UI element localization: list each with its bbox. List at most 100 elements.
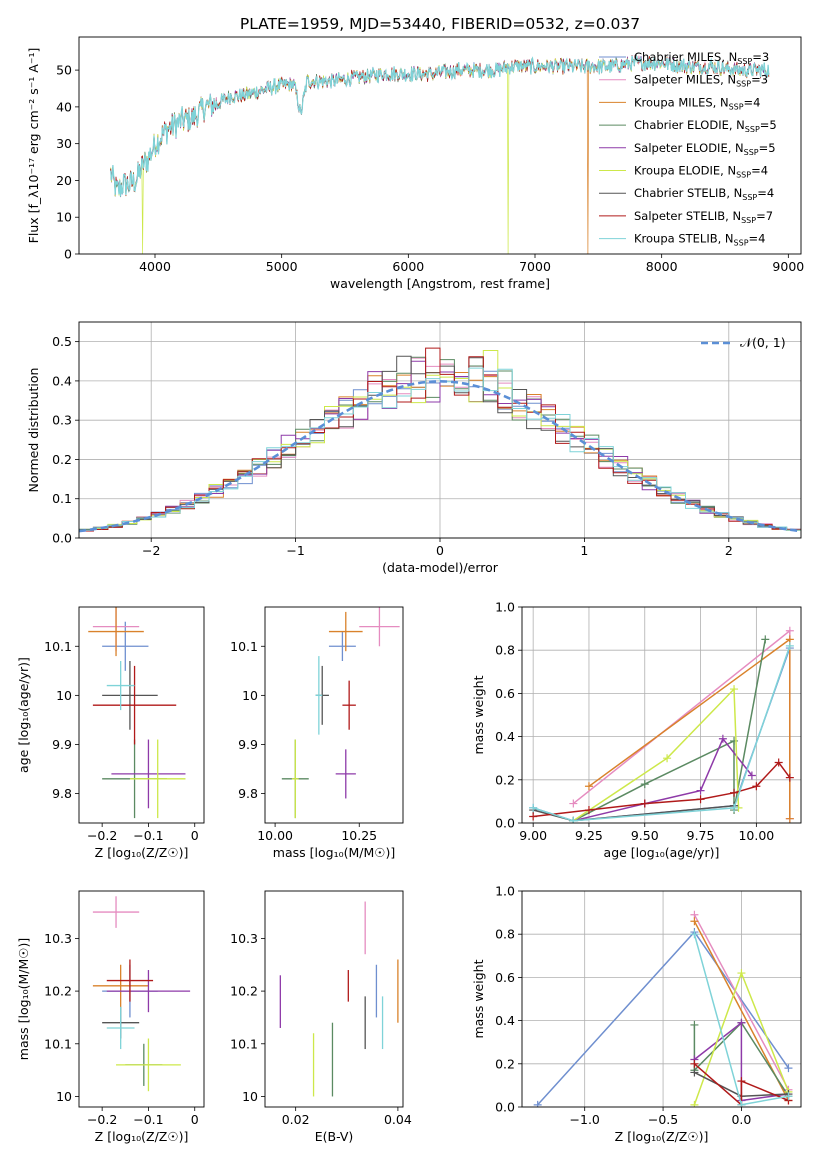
- y-tick-label: 10: [242, 688, 258, 703]
- mass-weight-marker: [747, 771, 756, 780]
- y-tick-label: 9.8: [238, 786, 258, 801]
- x-axis-label: E(B-V): [315, 1129, 354, 1144]
- x-tick-label: 1: [580, 543, 588, 558]
- histogram-step: [79, 347, 801, 538]
- y-tick-label: 10.2: [230, 984, 258, 999]
- mass-weight-marker: [737, 1018, 746, 1027]
- x-axis-label: mass [log₁₀(M/M☉)]: [273, 845, 395, 860]
- mass-weight-marker: [752, 782, 761, 791]
- y-tick-label: 0.8: [495, 643, 515, 658]
- mass-weight-marker: [785, 773, 794, 782]
- legend-model-name: Chabrier ELODIE: [634, 118, 729, 132]
- x-tick-label: 9000: [772, 259, 804, 274]
- mass-weight-line: [693, 1063, 789, 1107]
- mass-weight-marker: [690, 1100, 699, 1107]
- axes-frame: [264, 890, 404, 1108]
- x-tick-label: 6000: [392, 259, 424, 274]
- y-tick-label: 10.3: [44, 931, 72, 946]
- y-tick-label: 30: [56, 136, 72, 151]
- mass-vs-metallicity-panel: −0.2 −0.1 0 10 10.1 10.2 10.3 Z [log₁₀(Z/Z☉)] ma…: [16, 890, 205, 1144]
- y-tick-label: 0.8: [495, 927, 515, 942]
- y-tick-label: 0.3: [52, 413, 72, 428]
- axes-group: −0.2 −0.1 0 10 10.1 10.2 10.3 Z [log₁₀(Z/Z☉)] ma…: [16, 890, 205, 1144]
- legend-model-name: Salpeter ELODIE: [634, 141, 728, 155]
- mass-weight-marker: [640, 780, 649, 789]
- y-tick-label: 10.1: [44, 639, 72, 654]
- legend-model-name: Chabrier STELIB: [634, 186, 726, 200]
- x-tick-label: 0.04: [384, 1112, 412, 1127]
- legend-entry: 𝒩(0, 1): [740, 335, 786, 350]
- legend-model-name: Salpeter STELIB: [634, 209, 725, 223]
- x-tick-label: −1.0: [570, 1112, 600, 1127]
- legend-nssp-subscript: SSP: [745, 125, 760, 134]
- legend-nssp-value: =4: [744, 95, 761, 109]
- y-tick-label: 10.3: [230, 931, 258, 946]
- mass-weight-marker: [730, 803, 739, 812]
- y-tick-label: 1.0: [495, 600, 515, 615]
- y-tick-label: 0.4: [495, 1013, 515, 1028]
- y-axis-label: mass weight: [471, 675, 486, 754]
- x-tick-label: −0.5: [648, 1112, 678, 1127]
- x-tick-label: 0.0: [731, 1112, 751, 1127]
- legend-model-name: Chabrier MILES: [634, 50, 721, 64]
- legend-nssp-value: =7: [756, 209, 773, 223]
- legend-entry: Salpeter MILES, NSSP=3: [634, 73, 768, 89]
- y-tick-label: 9.9: [52, 737, 72, 752]
- y-tick-label: 10: [56, 1089, 72, 1104]
- x-tick-label: 9.75: [687, 828, 715, 843]
- legend-nssp-value: =4: [751, 164, 768, 178]
- y-tick-label: 10.1: [44, 1036, 72, 1051]
- x-axis-label: Z [log₁₀(Z/Z☉)]: [95, 845, 189, 860]
- plot-area: [529, 626, 794, 823]
- x-tick-label: 7000: [519, 259, 551, 274]
- legend-nssp-label: , N: [721, 50, 737, 64]
- x-tick-label: −0.1: [133, 1112, 163, 1127]
- x-tick-label: 10.25: [341, 828, 377, 843]
- axes-frame: [521, 606, 802, 824]
- y-tick-label: 10.2: [44, 984, 72, 999]
- mass-weight-marker: [696, 795, 705, 804]
- age-vs-metallicity-panel: −0.2 −0.1 0 9.8 9.9 10 10.1 Z [log₁₀(Z/Z☉)] age …: [16, 606, 205, 860]
- mass-weight-vs-age-panel: 9.00 9.25 9.50 9.75 10.00 0.0 0.2 0.4 0.6 0.8 1.0 a…: [471, 600, 802, 860]
- mass-weight-marker: [529, 812, 538, 821]
- mass-weight-marker: [533, 1100, 542, 1107]
- mass-weight-marker: [569, 799, 578, 808]
- y-tick-label: 10.1: [230, 1036, 258, 1051]
- mass-weight-marker: [774, 758, 783, 767]
- mass-weight-marker: [690, 1059, 699, 1068]
- x-tick-label: 9.00: [519, 828, 547, 843]
- mass-weight-line: [693, 914, 790, 1091]
- mass-weight-marker: [690, 1068, 699, 1077]
- x-tick-label: −0.2: [87, 828, 117, 843]
- y-tick-label: 10: [242, 1089, 258, 1104]
- plot-area: [110, 54, 770, 254]
- axes-frame: [78, 890, 205, 1108]
- plot-area: [281, 607, 400, 819]
- legend-nssp-label: , N: [725, 209, 741, 223]
- axes-group: −0.2 −0.1 0 9.8 9.9 10 10.1 Z [log₁₀(Z/Z☉)] age …: [16, 606, 205, 860]
- legend-model-name: Salpeter MILES: [634, 73, 720, 87]
- histogram-step: [79, 367, 801, 538]
- legend-nssp-value: =5: [759, 141, 776, 155]
- y-axis-label: mass weight: [471, 959, 486, 1038]
- mass-weight-marker: [785, 626, 794, 635]
- axes-group: 9.00 9.25 9.50 9.75 10.00 0.0 0.2 0.4 0.6 0.8 1.0 a…: [471, 600, 802, 860]
- legend-nssp-subscript: SSP: [736, 80, 751, 89]
- plot-area: [79, 347, 801, 538]
- mass-weight-marker: [785, 641, 794, 650]
- legend-nssp-subscript: SSP: [741, 216, 756, 225]
- legend-nssp-value: =4: [757, 186, 774, 200]
- legend-nssp-label: , N: [728, 141, 744, 155]
- mass-weight-marker: [730, 685, 739, 694]
- legend-nssp-subscript: SSP: [744, 148, 759, 157]
- x-tick-label: −0.1: [133, 828, 163, 843]
- legend-entry: Salpeter STELIB, NSSP=7: [634, 209, 773, 225]
- x-tick-label: 0.02: [282, 1112, 310, 1127]
- y-tick-label: 20: [56, 173, 72, 188]
- mass-weight-marker: [737, 969, 746, 978]
- mass-weight-marker: [529, 803, 538, 812]
- x-tick-label: 0: [191, 828, 199, 843]
- legend-entry: Kroupa ELODIE, NSSP=4: [634, 164, 768, 180]
- residual-histogram-panel: −2 −1 0 1 2 0.0 0.1 0.2 0.3 0.4 0.5 (data-model)/er…: [26, 321, 802, 575]
